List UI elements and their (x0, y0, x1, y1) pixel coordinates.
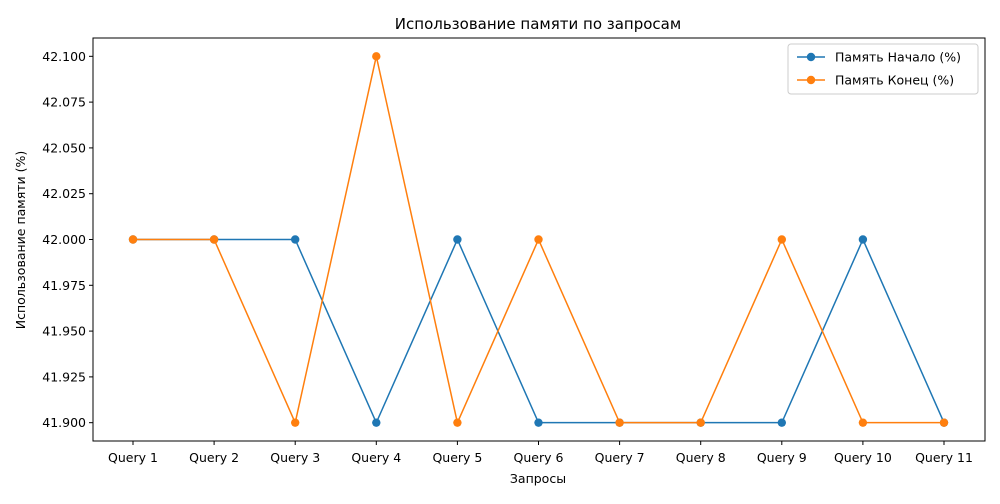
x-tick-label: Query 1 (108, 450, 158, 465)
y-tick-label: 42.025 (42, 186, 86, 201)
y-tick-label: 41.925 (42, 369, 86, 384)
y-tick-label: 42.050 (42, 140, 86, 155)
data-point (291, 235, 300, 244)
data-point (453, 418, 462, 427)
y-tick-label: 42.100 (42, 49, 86, 64)
x-tick-label: Query 8 (676, 450, 726, 465)
plot-area: 41.900 41.925 41.950 41.975 42.000 42.025 42.0… (42, 37, 986, 465)
data-point (534, 418, 543, 427)
data-point (939, 418, 949, 427)
x-tick-label: Query 7 (595, 450, 645, 465)
data-point (128, 235, 138, 244)
x-tick-label: Query 6 (514, 450, 564, 465)
chart-title: Использование памяти по запросам (395, 15, 681, 33)
x-tick-label: Query 9 (757, 450, 807, 465)
data-point (291, 418, 300, 427)
legend-label: Память Начало (%) (835, 50, 961, 65)
data-point (858, 235, 868, 244)
data-point (534, 235, 543, 244)
x-tick-label: Query 4 (351, 450, 401, 465)
legend-marker (806, 75, 816, 85)
legend-box (787, 43, 979, 95)
data-point (858, 418, 868, 427)
x-axis-label: Запросы (510, 471, 566, 486)
legend-marker (806, 52, 816, 62)
x-tick-label: Query 2 (189, 450, 239, 465)
y-tick-label: 42.075 (42, 95, 86, 110)
y-tick-label: 41.950 (42, 324, 86, 339)
data-point (696, 418, 705, 427)
x-tick-label: Query 3 (270, 450, 320, 465)
y-tick-label: 41.975 (42, 278, 86, 293)
x-tick-label: Query 11 (915, 450, 973, 465)
data-point (777, 235, 786, 244)
data-point (209, 235, 219, 244)
data-point (615, 418, 624, 427)
legend-label: Память Конец (%) (835, 73, 954, 88)
data-point (453, 235, 462, 244)
x-tick-label: Query 5 (432, 450, 482, 465)
data-point (777, 418, 786, 427)
data-point (372, 418, 381, 427)
data-point (372, 52, 381, 61)
x-tick-label: Query 10 (834, 450, 892, 465)
legend: Память Начало (%) Память Конец (%) (787, 43, 979, 95)
y-tick-label: 41.900 (42, 415, 86, 430)
y-axis-label: Использование памяти (%) (13, 151, 28, 329)
y-tick-label: 42.000 (42, 232, 86, 247)
